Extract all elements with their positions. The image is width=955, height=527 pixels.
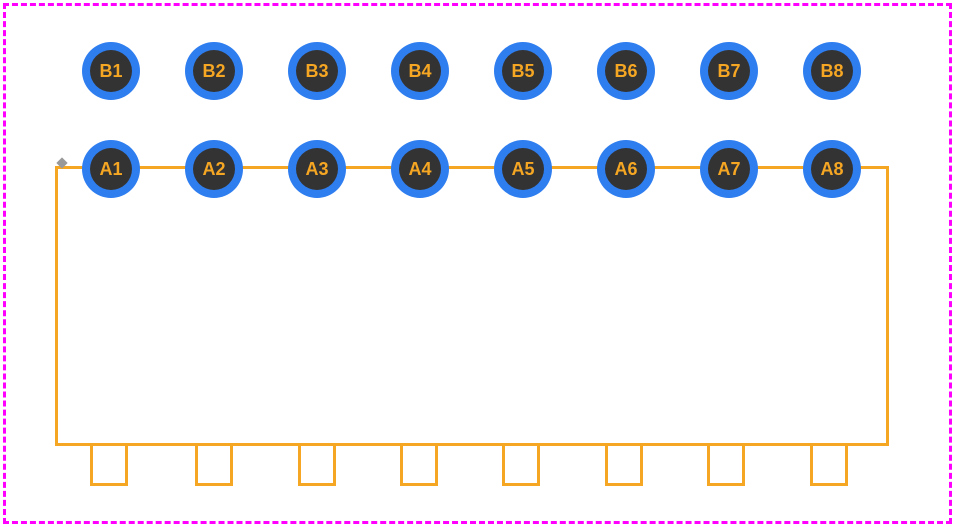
connector-tab-4	[400, 446, 438, 486]
pin-b6: B6	[597, 42, 655, 100]
pin-a2: A2	[185, 140, 243, 198]
pin-hole: B6	[605, 50, 647, 92]
pin-label: A8	[820, 159, 843, 180]
connector-tab-2	[195, 446, 233, 486]
pin-a8: A8	[803, 140, 861, 198]
pin-b8: B8	[803, 42, 861, 100]
connector-tab-7	[707, 446, 745, 486]
pin-hole: A4	[399, 148, 441, 190]
pin-hole: B7	[708, 50, 750, 92]
connector-tab-6	[605, 446, 643, 486]
connector-tab-3	[298, 446, 336, 486]
pin-hole: A6	[605, 148, 647, 190]
pin-label: A1	[99, 159, 122, 180]
pin-label: B2	[202, 61, 225, 82]
pin-hole: B4	[399, 50, 441, 92]
pin-label: B5	[511, 61, 534, 82]
pin-a1: A1	[82, 140, 140, 198]
pin-hole: A3	[296, 148, 338, 190]
pin-hole: B3	[296, 50, 338, 92]
connector-tab-1	[90, 446, 128, 486]
pin-hole: A8	[811, 148, 853, 190]
pin-label: B8	[820, 61, 843, 82]
pin-label: B6	[614, 61, 637, 82]
pin-hole: B8	[811, 50, 853, 92]
pin-hole: B1	[90, 50, 132, 92]
connector-tab-5	[502, 446, 540, 486]
pin-label: B4	[408, 61, 431, 82]
pin-b7: B7	[700, 42, 758, 100]
component-body-outline	[55, 166, 889, 446]
pin-b4: B4	[391, 42, 449, 100]
pin-b3: B3	[288, 42, 346, 100]
pin-a5: A5	[494, 140, 552, 198]
pin-label: B7	[717, 61, 740, 82]
pin-a7: A7	[700, 140, 758, 198]
pin-a6: A6	[597, 140, 655, 198]
pin-a3: A3	[288, 140, 346, 198]
pin-hole: B5	[502, 50, 544, 92]
pin-label: A7	[717, 159, 740, 180]
pin-hole: B2	[193, 50, 235, 92]
pin-label: A3	[305, 159, 328, 180]
pin-hole: A1	[90, 148, 132, 190]
pin-label: A5	[511, 159, 534, 180]
pin-label: B3	[305, 61, 328, 82]
pin-hole: A2	[193, 148, 235, 190]
pin-hole: A5	[502, 148, 544, 190]
pin-label: A2	[202, 159, 225, 180]
pin-label: B1	[99, 61, 122, 82]
pin-label: A6	[614, 159, 637, 180]
connector-tab-8	[810, 446, 848, 486]
pin-b1: B1	[82, 42, 140, 100]
pin-a4: A4	[391, 140, 449, 198]
pin-b5: B5	[494, 42, 552, 100]
pin-label: A4	[408, 159, 431, 180]
pin-hole: A7	[708, 148, 750, 190]
pin-b2: B2	[185, 42, 243, 100]
